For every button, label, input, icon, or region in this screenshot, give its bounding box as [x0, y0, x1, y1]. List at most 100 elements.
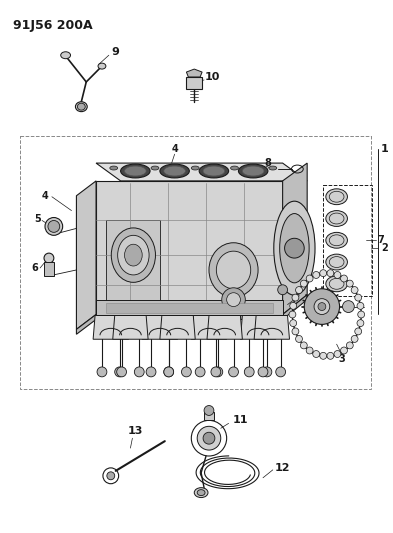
Polygon shape — [96, 181, 283, 314]
Ellipse shape — [326, 254, 347, 270]
Circle shape — [313, 271, 320, 278]
Circle shape — [306, 275, 313, 282]
Ellipse shape — [118, 236, 149, 275]
Ellipse shape — [203, 166, 225, 176]
Ellipse shape — [269, 166, 277, 170]
Circle shape — [341, 275, 347, 282]
Text: 4: 4 — [171, 144, 178, 154]
Ellipse shape — [242, 166, 264, 176]
Circle shape — [346, 342, 353, 349]
Circle shape — [334, 271, 341, 278]
Circle shape — [320, 352, 327, 359]
Circle shape — [262, 367, 272, 377]
Bar — [20, 136, 371, 389]
Text: 7: 7 — [378, 235, 385, 245]
Ellipse shape — [160, 164, 189, 178]
Ellipse shape — [239, 164, 268, 178]
Circle shape — [164, 367, 174, 377]
Circle shape — [320, 270, 327, 277]
Text: 2: 2 — [381, 243, 387, 253]
Circle shape — [229, 367, 239, 377]
Polygon shape — [160, 316, 195, 339]
Ellipse shape — [75, 102, 87, 111]
Circle shape — [195, 367, 205, 377]
Circle shape — [146, 367, 156, 377]
Ellipse shape — [191, 166, 199, 170]
Circle shape — [117, 367, 127, 377]
Ellipse shape — [326, 232, 347, 248]
Polygon shape — [186, 69, 202, 77]
Ellipse shape — [326, 276, 347, 292]
Ellipse shape — [125, 166, 146, 176]
Text: 1: 1 — [381, 144, 389, 154]
Ellipse shape — [194, 488, 208, 498]
Bar — [106, 303, 273, 312]
Circle shape — [357, 302, 364, 309]
Ellipse shape — [164, 166, 185, 176]
Circle shape — [213, 367, 223, 377]
Circle shape — [292, 328, 299, 335]
Circle shape — [346, 280, 353, 287]
Circle shape — [276, 367, 286, 377]
Circle shape — [300, 280, 307, 287]
Circle shape — [289, 311, 296, 318]
Ellipse shape — [111, 228, 156, 282]
Ellipse shape — [197, 490, 205, 496]
Polygon shape — [76, 181, 96, 329]
Text: 9: 9 — [112, 47, 119, 57]
Circle shape — [134, 367, 144, 377]
Circle shape — [357, 320, 364, 327]
Ellipse shape — [151, 166, 159, 170]
Circle shape — [107, 472, 115, 480]
Circle shape — [258, 367, 268, 377]
Ellipse shape — [280, 214, 309, 283]
Polygon shape — [283, 163, 307, 314]
Text: 4: 4 — [42, 191, 48, 201]
Circle shape — [351, 287, 358, 294]
Circle shape — [244, 367, 254, 377]
Circle shape — [318, 303, 326, 311]
Ellipse shape — [216, 251, 251, 289]
Ellipse shape — [209, 243, 258, 297]
Circle shape — [278, 285, 288, 295]
Text: 13: 13 — [128, 426, 143, 437]
Polygon shape — [191, 316, 227, 339]
Circle shape — [204, 406, 214, 415]
Circle shape — [290, 320, 297, 327]
Ellipse shape — [231, 166, 239, 170]
Polygon shape — [207, 316, 242, 339]
Polygon shape — [106, 221, 160, 314]
Polygon shape — [93, 316, 129, 339]
Text: 3: 3 — [338, 354, 345, 364]
Circle shape — [211, 367, 221, 377]
Ellipse shape — [125, 244, 142, 266]
Ellipse shape — [48, 221, 60, 232]
Ellipse shape — [77, 103, 85, 110]
Ellipse shape — [326, 189, 347, 205]
Circle shape — [343, 301, 354, 312]
Ellipse shape — [61, 52, 70, 59]
Polygon shape — [96, 163, 307, 181]
Bar — [323, 185, 372, 296]
Circle shape — [222, 288, 245, 311]
Circle shape — [355, 328, 362, 335]
Circle shape — [355, 294, 362, 301]
Circle shape — [327, 352, 334, 359]
Ellipse shape — [274, 201, 315, 295]
Circle shape — [285, 238, 304, 258]
Ellipse shape — [110, 166, 118, 170]
Ellipse shape — [45, 217, 62, 236]
Text: 91J56 200A: 91J56 200A — [13, 19, 92, 31]
Circle shape — [164, 367, 174, 377]
Circle shape — [227, 293, 241, 306]
Circle shape — [115, 367, 125, 377]
Circle shape — [296, 335, 303, 342]
Circle shape — [351, 335, 358, 342]
Bar — [44, 262, 54, 276]
Ellipse shape — [121, 164, 150, 178]
Polygon shape — [113, 316, 148, 339]
Circle shape — [97, 367, 107, 377]
Circle shape — [313, 351, 320, 358]
Polygon shape — [254, 316, 290, 339]
Polygon shape — [241, 316, 276, 339]
